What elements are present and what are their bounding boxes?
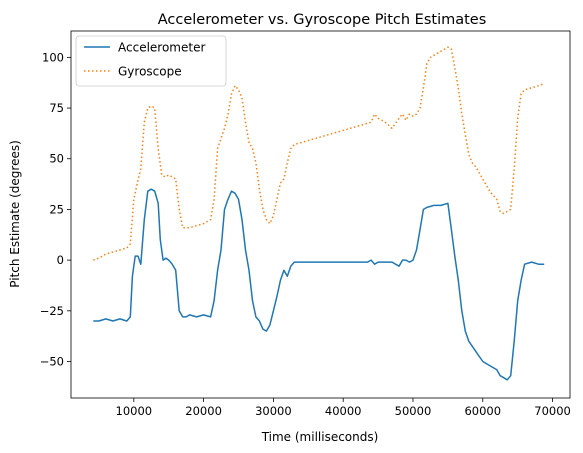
y-axis-ticks: −50 −25 0 25 50 75 100 [40, 50, 71, 369]
legend-label-accelerometer: Accelerometer [118, 41, 205, 55]
x-axis-ticks: 10000 20000 30000 40000 50000 60000 70000 [116, 398, 571, 418]
y-tick-label: 0 [57, 253, 64, 267]
x-tick-label: 30000 [255, 404, 292, 418]
plot-frame [70, 30, 571, 399]
y-tick-label: 50 [49, 152, 64, 166]
chart-title: Accelerometer vs. Gyroscope Pitch Estima… [158, 12, 487, 28]
y-axis-label: Pitch Estimate (degrees) [8, 140, 22, 288]
y-tick-label: 100 [42, 50, 64, 64]
x-tick-label: 60000 [464, 404, 501, 418]
x-tick-label: 40000 [325, 404, 362, 418]
x-tick-label: 10000 [116, 404, 153, 418]
series-layer [93, 46, 545, 381]
x-tick-label: 20000 [185, 404, 222, 418]
series-line-gyroscope [93, 46, 545, 261]
legend-box [75, 35, 227, 87]
y-tick-label: −50 [40, 355, 64, 369]
y-tick-label: 75 [49, 101, 64, 115]
legend: Accelerometer Gyroscope [75, 35, 227, 87]
legend-label-gyroscope: Gyroscope [118, 65, 182, 79]
x-axis-label: Time (milliseconds) [261, 430, 379, 444]
x-tick-label: 50000 [395, 404, 432, 418]
plot-area: 10000 20000 30000 40000 50000 60000 70000 −50−… [40, 30, 571, 418]
y-tick-label: 25 [49, 202, 64, 216]
y-tick-label: −25 [40, 304, 64, 318]
series-line-accelerometer [93, 188, 545, 381]
x-tick-label: 70000 [534, 404, 571, 418]
